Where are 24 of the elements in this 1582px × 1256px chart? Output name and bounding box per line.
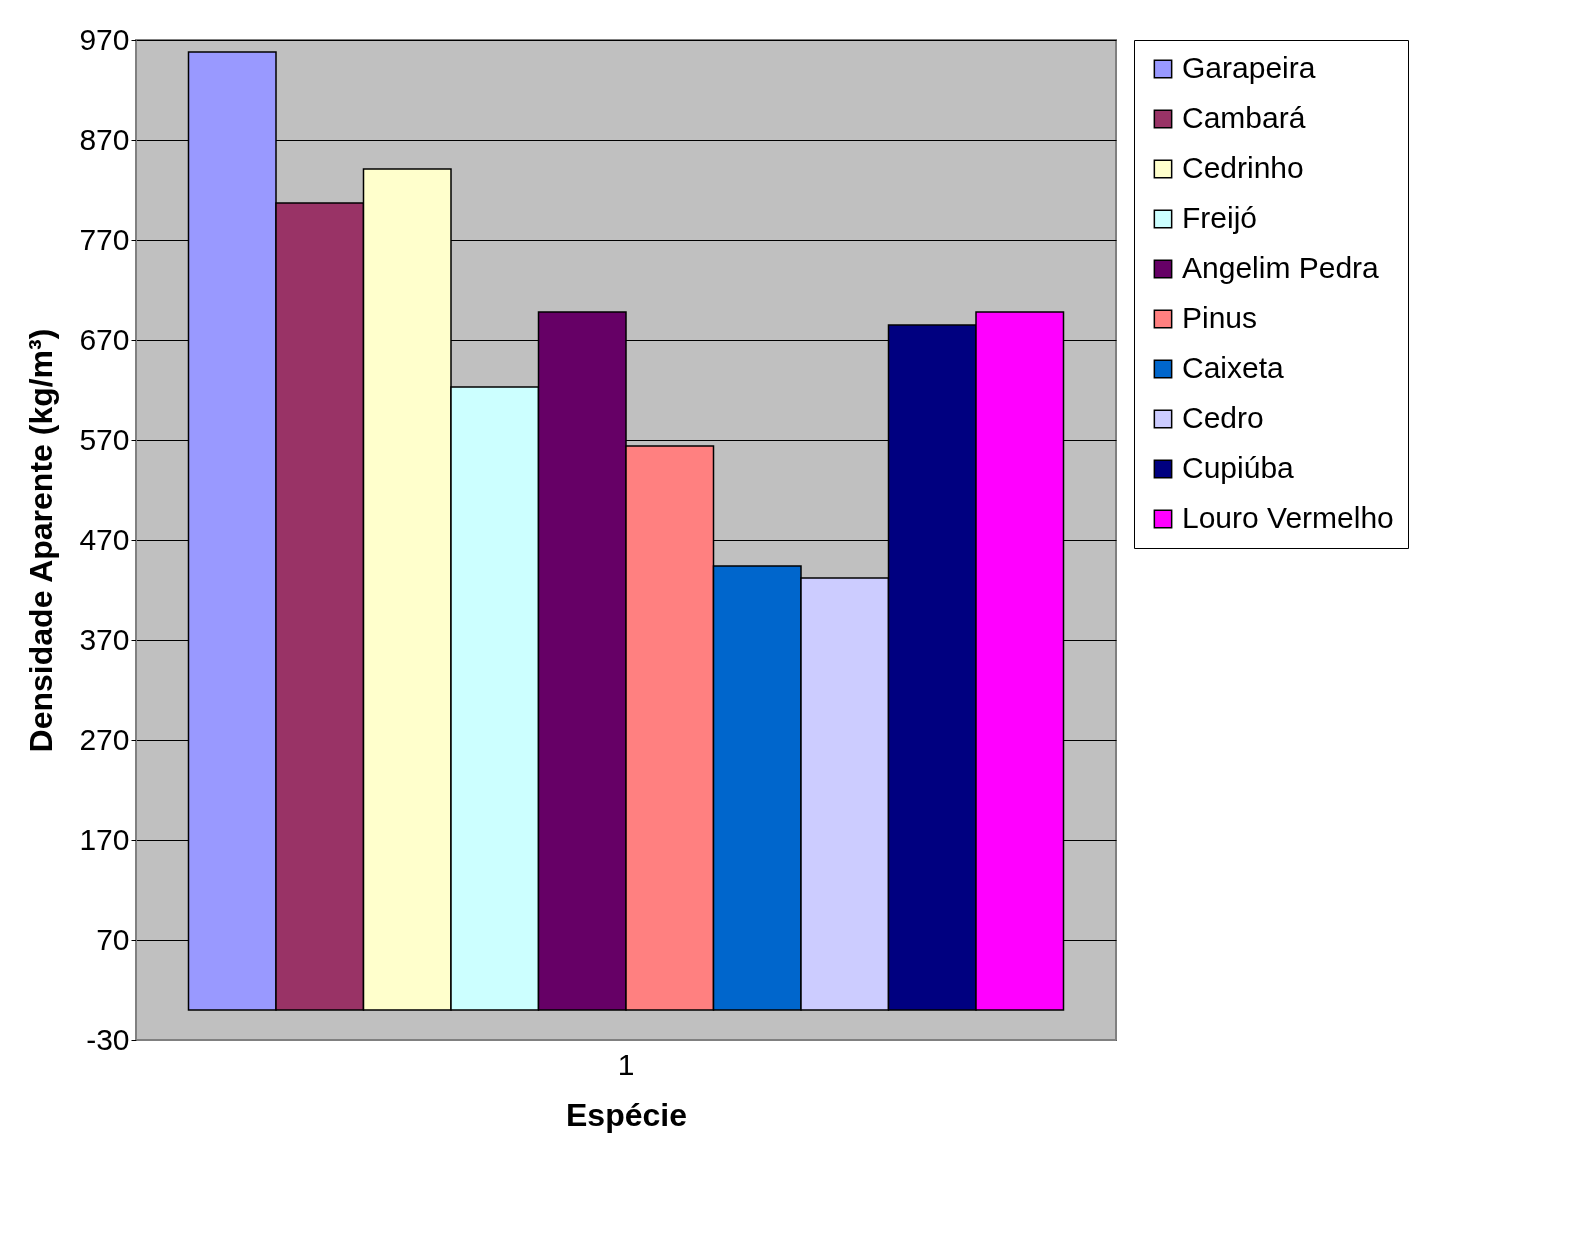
legend-label: Cedro [1182,401,1264,434]
y-tick-label: 370 [79,622,130,656]
legend-label: Louro Vermelho [1182,501,1394,534]
legend-label: Cupiúba [1182,451,1295,484]
y-tick-label: 470 [79,522,130,556]
y-tick-label: 770 [79,222,130,256]
y-axis-title: Densidade Aparente (kg/m³) [23,328,60,753]
legend-label: Cedrinho [1182,151,1304,184]
y-tick-label: 970 [79,22,130,56]
y-tick-label: 70 [96,922,130,956]
y-tick-label: 870 [79,122,130,156]
legend-label: Cambará [1182,101,1306,134]
y-tick-label: -30 [86,1022,130,1056]
legend-label: Pinus [1182,301,1258,334]
legend-label: Freijó [1182,201,1258,234]
legend-label: Caixeta [1182,351,1285,384]
y-tick-label: 170 [79,822,130,856]
legend-label: Angelim Pedra [1182,251,1380,284]
legend-label: Garapeira [1182,51,1316,84]
y-tick-label: 570 [79,422,130,456]
x-tick-label: 1 [617,1047,635,1081]
x-axis-title: Espécie [566,1096,687,1133]
y-tick-label: 670 [79,322,130,356]
y-tick-label: 270 [79,722,130,756]
